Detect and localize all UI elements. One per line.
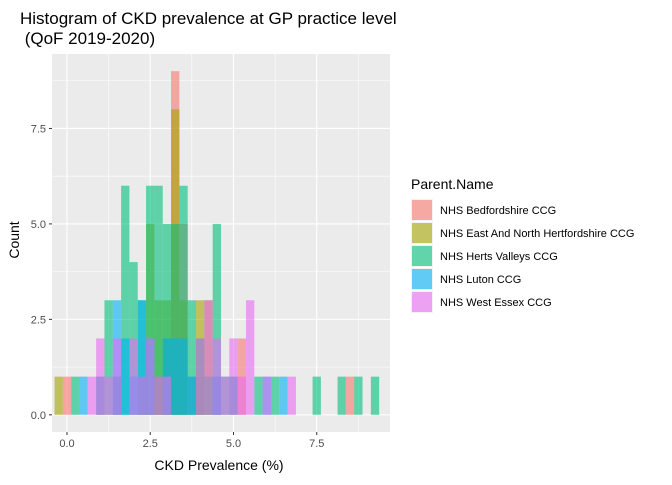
chart-title-line-2: (QoF 2019-2020) <box>20 29 155 48</box>
x-axis: 0.0 2.5 5.0 7.5 <box>59 432 324 450</box>
histogram-bar <box>237 376 246 415</box>
histogram-bar <box>71 376 80 415</box>
legend-swatch <box>412 246 432 266</box>
histogram-bar <box>337 376 346 415</box>
legend-swatch <box>412 269 432 289</box>
x-tick-label: 0.0 <box>59 438 74 450</box>
legend-label: NHS East And North Hertfordshire CCG <box>440 228 634 240</box>
histogram-bar <box>287 376 296 415</box>
x-tick-label: 5.0 <box>226 438 241 450</box>
histogram-bar <box>204 300 213 415</box>
histogram-bar <box>179 185 188 415</box>
histogram-bar <box>345 376 355 415</box>
histogram-bar <box>87 376 97 415</box>
histogram-bar <box>162 376 172 415</box>
y-tick-label: 5.0 <box>31 219 46 231</box>
y-tick-label: 2.5 <box>31 314 46 326</box>
legend-item: NHS Herts Valleys CCG <box>411 245 558 267</box>
histogram-bar <box>121 338 130 415</box>
histogram-bar <box>137 376 147 415</box>
histogram-bar <box>262 376 271 415</box>
histogram-bar <box>354 376 363 415</box>
legend-title: Parent.Name <box>411 176 494 192</box>
histogram-bar <box>196 338 205 415</box>
legend-swatch <box>412 292 432 312</box>
histogram-bar <box>312 376 321 415</box>
histogram-bar <box>146 185 155 415</box>
histogram-bar <box>104 376 113 415</box>
histogram-bar <box>212 223 221 415</box>
histogram-bar <box>121 185 130 415</box>
histogram-bar <box>54 376 63 415</box>
histogram-bar <box>112 338 122 415</box>
legend-label: NHS Herts Valleys CCG <box>440 251 558 263</box>
x-tick-label: 7.5 <box>309 438 324 450</box>
histogram-bar <box>154 376 163 415</box>
histogram-bar <box>162 223 172 415</box>
histogram-bar <box>254 376 263 415</box>
legend-item: NHS West Essex CCG <box>411 291 552 313</box>
histogram-bar <box>146 338 155 415</box>
histogram-bar <box>154 185 163 415</box>
chart-title-line-1: Histogram of CKD prevalence at GP practi… <box>20 9 397 28</box>
y-axis-label: Count <box>6 221 22 258</box>
legend-swatch <box>412 200 432 220</box>
histogram-bar <box>79 376 88 415</box>
histogram-bar <box>171 338 180 415</box>
histogram-bar <box>129 262 138 415</box>
histogram-bar <box>104 300 113 415</box>
legend-swatch <box>412 223 432 243</box>
histogram-bars <box>54 71 380 415</box>
histogram-bar <box>62 376 72 415</box>
histogram-bar <box>221 376 230 415</box>
legend-item: NHS East And North Hertfordshire CCG <box>411 222 634 244</box>
legend-label: NHS West Essex CCG <box>440 297 552 309</box>
legend-label: NHS Luton CCG <box>440 274 521 286</box>
histogram-bar <box>370 376 380 415</box>
legend: Parent.Name NHS Bedfordshire CCG NHS East… <box>411 176 634 313</box>
y-axis: 0.0 2.5 5.0 7.5 <box>31 123 52 422</box>
histogram-bar <box>187 300 197 415</box>
histogram-bar <box>179 338 188 415</box>
x-tick-label: 2.5 <box>143 438 158 450</box>
series-4-bars <box>87 300 296 415</box>
y-tick-label: 7.5 <box>31 123 46 135</box>
histogram-bar <box>129 338 138 415</box>
legend-label: NHS Bedfordshire CCG <box>440 205 556 217</box>
histogram-bar <box>212 338 221 415</box>
legend-item: NHS Luton CCG <box>411 268 521 290</box>
histogram-bar <box>270 376 280 415</box>
histogram-bar <box>137 300 147 415</box>
histogram-bar <box>187 376 197 415</box>
histogram-bar <box>171 223 180 415</box>
legend-item: NHS Bedfordshire CCG <box>411 199 556 221</box>
histogram-bar <box>279 376 288 415</box>
histogram-bar <box>96 338 105 415</box>
x-axis-label: CKD Prevalence (%) <box>154 457 283 473</box>
histogram-bar <box>229 338 238 415</box>
histogram-bar <box>245 300 255 415</box>
y-tick-label: 0.0 <box>31 410 46 422</box>
